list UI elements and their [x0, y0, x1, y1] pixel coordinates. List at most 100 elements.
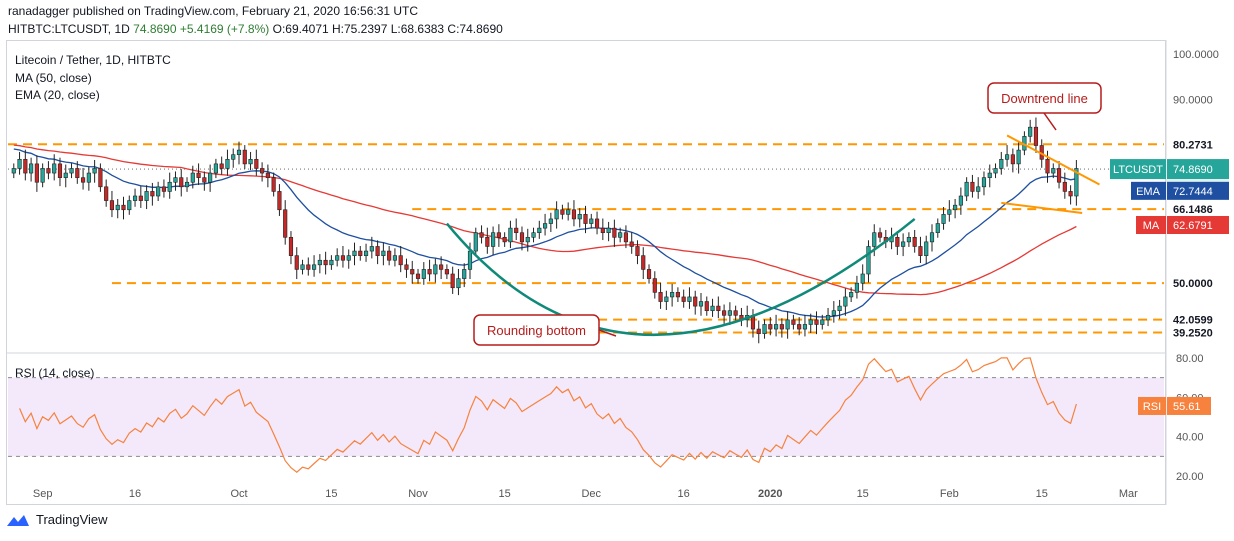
candle-body: [491, 232, 496, 247]
candle-body: [502, 236, 507, 243]
candle-body: [981, 177, 987, 188]
rsi-tag-label: RSI: [1143, 401, 1161, 413]
candle-body: [762, 324, 767, 334]
candle-body: [935, 223, 940, 234]
candle-body: [109, 200, 115, 211]
candle-body: [415, 273, 421, 279]
candle-body: [964, 181, 969, 197]
price-tick-label: 100.0000: [1173, 49, 1219, 61]
candle-body: [548, 218, 553, 224]
candle-body: [929, 232, 935, 243]
time-tick-label: Dec: [581, 488, 601, 500]
candle-body: [895, 236, 900, 247]
candle-body: [75, 168, 80, 178]
candle-body: [774, 324, 779, 330]
candle-body: [104, 186, 109, 201]
last-price-tag-value: 74.8690: [1173, 164, 1213, 176]
candle-body: [52, 163, 57, 174]
ema-20-line: [13, 148, 1077, 318]
rsi-tag-value: 55.61: [1173, 401, 1201, 413]
candle-body: [57, 163, 63, 178]
candle-body: [727, 310, 732, 316]
candle-body: [698, 301, 704, 307]
candle-body: [635, 246, 640, 256]
candle-body: [439, 264, 444, 270]
footer-brand[interactable]: TradingView: [6, 512, 108, 527]
candle-body: [479, 232, 484, 238]
candle-body: [912, 236, 917, 247]
candle-body: [421, 269, 426, 279]
candle-body: [69, 168, 74, 174]
candle-body: [589, 218, 594, 224]
candle-body: [566, 209, 571, 215]
rsi-tag-value-bg: [1167, 396, 1211, 415]
time-tick-label: Sep: [33, 488, 53, 500]
rsi-tick-label: 20.00: [1176, 471, 1204, 483]
moving-averages: [13, 144, 1077, 318]
candle-body: [404, 264, 409, 270]
candle-body: [687, 296, 692, 302]
candle-body: [999, 158, 1004, 169]
candle-body: [138, 195, 143, 201]
candle-body: [306, 264, 311, 270]
candle-body: [560, 209, 565, 215]
candle-body: [941, 214, 946, 224]
candle-body: [1074, 168, 1079, 197]
level-tag-bg: [1167, 200, 1229, 219]
candle-body: [115, 204, 120, 211]
candle-body: [300, 264, 305, 270]
candle-body: [924, 241, 929, 256]
rsi-label: RSI (14, close): [15, 366, 94, 380]
time-tick-label: 15: [857, 488, 869, 500]
candle-body: [150, 191, 155, 197]
candle-body: [17, 158, 22, 169]
candle-body: [387, 250, 392, 261]
candle-body: [554, 209, 559, 220]
candle-body: [987, 172, 992, 178]
price-tick-label: 90.0000: [1173, 95, 1213, 107]
time-tick-label: Nov: [408, 488, 428, 500]
candle-body: [1016, 149, 1021, 165]
annotation-callout: Downtrend line: [987, 82, 1102, 114]
candle-body: [543, 223, 548, 229]
candle-body: [346, 255, 351, 261]
price-axis: 100.0000 90.0000: [6, 40, 1219, 505]
candle-body: [473, 232, 478, 252]
legend-ema: EMA (20, close): [15, 88, 100, 102]
candle-body: [358, 250, 363, 256]
candle-body: [658, 292, 663, 302]
candle-body: [462, 269, 467, 279]
candle-body: [629, 241, 634, 247]
symbol-tag-bg: [1110, 159, 1166, 180]
candle-body: [583, 214, 588, 224]
rsi-tick-label: 80.00: [1176, 353, 1204, 365]
ma-tag-value: 62.6791: [1173, 220, 1213, 232]
candle-body: [242, 149, 247, 165]
candle-body: [681, 296, 686, 302]
candle-body: [652, 278, 657, 293]
level-tag-bg: [1167, 323, 1229, 342]
candle-body: [519, 232, 525, 243]
candle-body: [993, 168, 998, 174]
candle-body: [860, 273, 865, 284]
ma-tag-bg: [1136, 215, 1166, 234]
candle-body: [46, 168, 51, 174]
symbol-tag-label: LTCUSDT: [1113, 164, 1163, 176]
candle-body: [594, 218, 600, 229]
candle-body: [525, 236, 530, 243]
level-tag-label: 80.2731: [1173, 139, 1213, 151]
candle-body: [173, 177, 178, 183]
candle-body: [29, 163, 34, 174]
candle-body: [577, 214, 582, 220]
last-price: 74.8690: [133, 22, 177, 36]
rsi-tick-label: 40.00: [1176, 432, 1204, 444]
candle-body: [40, 168, 45, 183]
candle-body: [901, 241, 906, 247]
candle-body: [1068, 191, 1073, 197]
candle-body: [716, 305, 721, 312]
candle-body: [854, 282, 859, 293]
candle-body: [612, 227, 617, 238]
candle-body: [843, 296, 848, 307]
